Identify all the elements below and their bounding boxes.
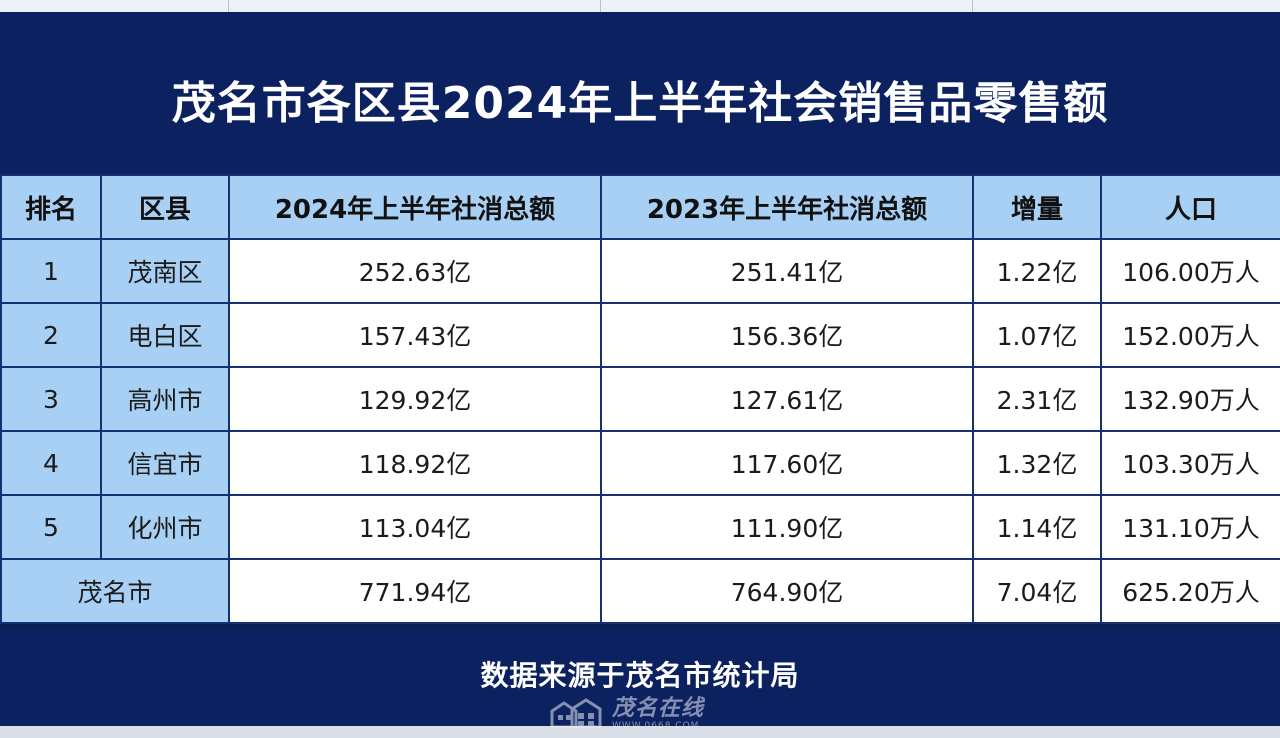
strip-divider — [972, 0, 973, 12]
cell-county: 化州市 — [100, 494, 230, 560]
cell-total-2023: 764.90亿 — [600, 558, 974, 624]
cell-total-increase: 7.04亿 — [972, 558, 1102, 624]
table-row: 5 化州市 113.04亿 111.90亿 1.14亿 131.10万人 — [0, 494, 1280, 560]
header-row: 排名 区县 2024年上半年社消总额 2023年上半年社消总额 增量 人口 — [0, 174, 1280, 240]
cell-rank: 2 — [0, 302, 102, 368]
cell-increase: 1.14亿 — [972, 494, 1102, 560]
cell-2024-total: 129.92亿 — [228, 366, 602, 432]
cell-county: 电白区 — [100, 302, 230, 368]
header-increase: 增量 — [972, 174, 1102, 240]
cell-county: 高州市 — [100, 366, 230, 432]
cell-population: 152.00万人 — [1100, 302, 1280, 368]
table-row: 1 茂南区 252.63亿 251.41亿 1.22亿 106.00万人 — [0, 238, 1280, 304]
header-2023-total: 2023年上半年社消总额 — [600, 174, 974, 240]
cell-rank: 3 — [0, 366, 102, 432]
cell-county: 信宜市 — [100, 430, 230, 496]
cell-total-label: 茂名市 — [0, 558, 230, 624]
cell-population: 131.10万人 — [1100, 494, 1280, 560]
cell-2024-total: 113.04亿 — [228, 494, 602, 560]
cell-2023-total: 156.36亿 — [600, 302, 974, 368]
strip-divider — [600, 0, 601, 12]
header-county: 区县 — [100, 174, 230, 240]
cell-increase: 1.22亿 — [972, 238, 1102, 304]
title-band: 茂名市各区县2024年上半年社会销售品零售额 — [0, 12, 1280, 174]
table-row: 4 信宜市 118.92亿 117.60亿 1.32亿 103.30万人 — [0, 430, 1280, 496]
cell-2023-total: 251.41亿 — [600, 238, 974, 304]
cell-2024-total: 157.43亿 — [228, 302, 602, 368]
cell-rank: 1 — [0, 238, 102, 304]
cell-2024-total: 252.63亿 — [228, 238, 602, 304]
cell-rank: 4 — [0, 430, 102, 496]
page-title: 茂名市各区县2024年上半年社会销售品零售额 — [171, 78, 1109, 129]
cell-2023-total: 117.60亿 — [600, 430, 974, 496]
cell-increase: 2.31亿 — [972, 366, 1102, 432]
bottom-strip — [0, 726, 1280, 738]
cell-increase: 1.32亿 — [972, 430, 1102, 496]
retail-sales-table: 排名 区县 2024年上半年社消总额 2023年上半年社消总额 增量 人口 1 … — [0, 174, 1280, 624]
cell-total-population: 625.20万人 — [1100, 558, 1280, 624]
cell-2024-total: 118.92亿 — [228, 430, 602, 496]
cell-rank: 5 — [0, 494, 102, 560]
watermark-url: WWW.0668.COM — [612, 720, 700, 731]
cell-population: 103.30万人 — [1100, 430, 1280, 496]
table-row: 3 高州市 129.92亿 127.61亿 2.31亿 132.90万人 — [0, 366, 1280, 432]
cell-population: 106.00万人 — [1100, 238, 1280, 304]
footer-band: 数据来源于茂名市统计局 — [0, 630, 1280, 726]
header-population: 人口 — [1100, 174, 1280, 240]
site-watermark: 茂名在线 WWW.0668.COM — [548, 694, 748, 734]
total-row: 茂名市 771.94亿 764.90亿 7.04亿 625.20万人 — [0, 558, 1280, 624]
table-row: 2 电白区 157.43亿 156.36亿 1.07亿 152.00万人 — [0, 302, 1280, 368]
strip-divider — [228, 0, 229, 12]
cell-increase: 1.07亿 — [972, 302, 1102, 368]
cell-2023-total: 111.90亿 — [600, 494, 974, 560]
cell-2023-total: 127.61亿 — [600, 366, 974, 432]
data-source-note: 数据来源于茂名市统计局 — [480, 659, 800, 692]
buildings-logo-icon — [550, 698, 602, 729]
cell-total-2024: 771.94亿 — [228, 558, 602, 624]
header-rank: 排名 — [0, 174, 102, 240]
cell-population: 132.90万人 — [1100, 366, 1280, 432]
header-2024-total: 2024年上半年社消总额 — [228, 174, 602, 240]
cell-county: 茂南区 — [100, 238, 230, 304]
watermark-name: 茂名在线 — [612, 695, 705, 721]
